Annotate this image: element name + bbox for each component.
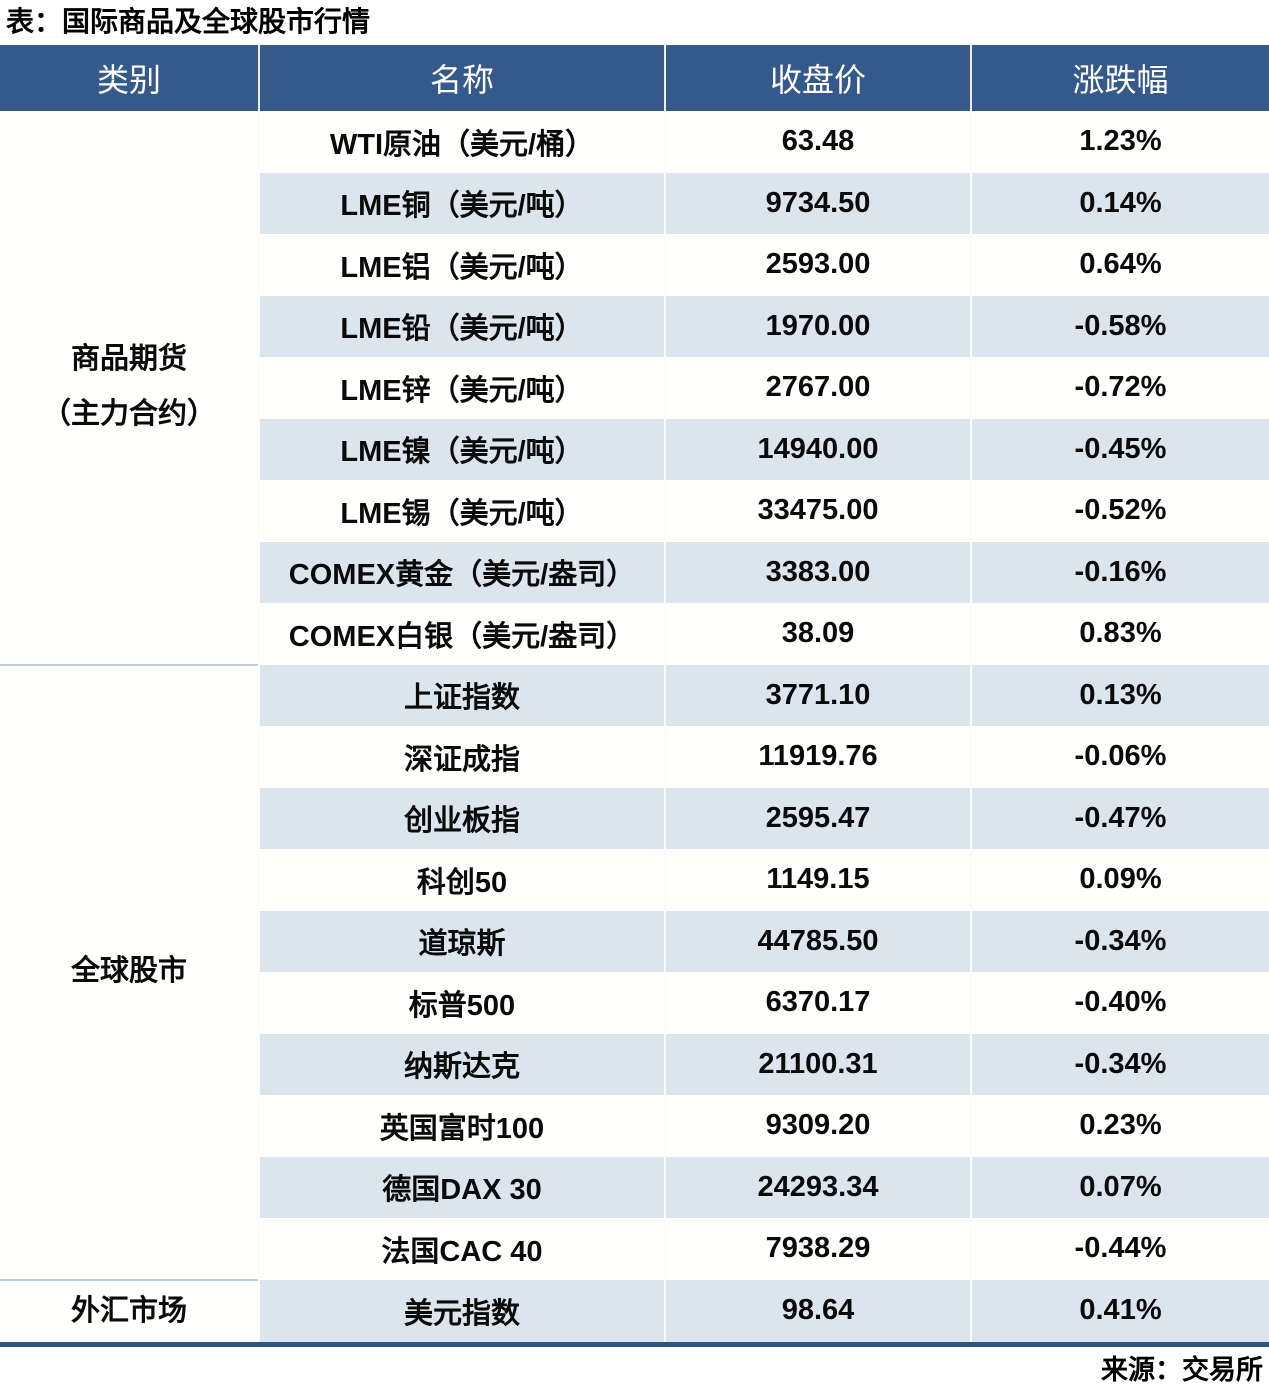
table-row: LME铝（美元/吨） 2593.00 0.64% (0, 234, 1269, 296)
change-pct-cell: 0.14% (970, 172, 1269, 234)
close-price-cell: 21100.31 (664, 1033, 971, 1095)
change-pct-cell: -0.52% (970, 480, 1269, 542)
category-label-line: 全球股市 (70, 955, 187, 988)
name-cell: 德国DAX 30 (258, 1156, 665, 1218)
name-cell: 纳斯达克 (258, 1033, 665, 1095)
category-label-line: 外汇市场 (70, 1294, 187, 1327)
table-row: 英国富时100 9309.20 0.23% (0, 1095, 1269, 1157)
change-pct-cell: -0.34% (970, 910, 1269, 972)
header-close-price: 收盘价 (664, 45, 971, 111)
table-title: 表：国际商品及全球股市行情 (6, 6, 371, 37)
table-row: LME铅（美元/吨） 1970.00 -0.58% (0, 295, 1269, 357)
table-row: 纳斯达克 21100.31 -0.34% (0, 1033, 1269, 1095)
close-price-cell: 98.64 (664, 1279, 971, 1345)
name-cell: 美元指数 (258, 1279, 665, 1345)
close-price-cell: 14940.00 (664, 418, 971, 480)
close-price-cell: 2593.00 (664, 234, 971, 296)
change-pct-cell: -0.47% (970, 787, 1269, 849)
close-price-cell: 9734.50 (664, 172, 971, 234)
table-row: 创业板指 2595.47 -0.47% (0, 787, 1269, 849)
category-label-line: 商品期货 (70, 343, 187, 376)
name-cell: LME镍（美元/吨） (258, 418, 665, 480)
close-price-cell: 2767.00 (664, 357, 971, 419)
close-price-cell: 2595.47 (664, 787, 971, 849)
table-row: 德国DAX 30 24293.34 0.07% (0, 1156, 1269, 1218)
change-pct-cell: 0.09% (970, 849, 1269, 911)
close-price-cell: 3771.10 (664, 664, 971, 726)
name-cell: LME锌（美元/吨） (258, 357, 665, 419)
close-price-cell: 1149.15 (664, 849, 971, 911)
category-cell: 商品期货 （主力合约） (0, 111, 259, 665)
source-note: 来源：交易所 (1101, 1355, 1263, 1385)
name-cell: 道琼斯 (258, 910, 665, 972)
name-cell: LME铅（美元/吨） (258, 295, 665, 357)
table-row: 科创50 1149.15 0.09% (0, 849, 1269, 911)
table-row: 深证成指 11919.76 -0.06% (0, 726, 1269, 788)
change-pct-cell: -0.58% (970, 295, 1269, 357)
name-cell: 创业板指 (258, 787, 665, 849)
close-price-cell: 24293.34 (664, 1156, 971, 1218)
change-pct-cell: -0.72% (970, 357, 1269, 419)
close-price-cell: 7938.29 (664, 1218, 971, 1280)
change-pct-cell: 0.64% (970, 234, 1269, 296)
change-pct-cell: 0.41% (970, 1279, 1269, 1345)
close-price-cell: 44785.50 (664, 910, 971, 972)
category-cell: 全球股市 (0, 663, 259, 1280)
change-pct-cell: 0.23% (970, 1095, 1269, 1157)
name-cell: 科创50 (258, 849, 665, 911)
change-pct-cell: 0.07% (970, 1156, 1269, 1218)
table-row: 商品期货 （主力合约） WTI原油（美元/桶） 63.48 1.23% (0, 111, 1269, 665)
table-row: 外汇市场 美元指数 98.64 0.41% (0, 1278, 1269, 1345)
table-row: LME镍（美元/吨） 14940.00 -0.45% (0, 418, 1269, 480)
name-cell: LME铝（美元/吨） (258, 234, 665, 296)
table-row: LME锌（美元/吨） 2767.00 -0.72% (0, 357, 1269, 419)
close-price-cell: 33475.00 (664, 480, 971, 542)
change-pct-cell: -0.16% (970, 541, 1269, 603)
table-row: COMEX白银（美元/盎司） 38.09 0.83% (0, 603, 1269, 665)
name-cell: WTI原油（美元/桶） (258, 111, 665, 173)
table-row: LME锡（美元/吨） 33475.00 -0.52% (0, 480, 1269, 542)
change-pct-cell: 0.83% (970, 603, 1269, 665)
change-pct-cell: -0.45% (970, 418, 1269, 480)
change-pct-cell: 0.13% (970, 664, 1269, 726)
change-pct-cell: -0.40% (970, 972, 1269, 1034)
header-row: 类别 名称 收盘价 涨跌幅 (0, 45, 1269, 111)
table-row: LME铜（美元/吨） 9734.50 0.14% (0, 172, 1269, 234)
change-pct-cell: -0.44% (970, 1218, 1269, 1280)
close-price-cell: 63.48 (664, 111, 971, 173)
table-row: 法国CAC 40 7938.29 -0.44% (0, 1218, 1269, 1280)
name-cell: 上证指数 (258, 664, 665, 726)
table-row: 全球股市 上证指数 3771.10 0.13% (0, 663, 1269, 1280)
category-label-line: （主力合约） (41, 398, 216, 431)
name-cell: LME铜（美元/吨） (258, 172, 665, 234)
close-price-cell: 6370.17 (664, 972, 971, 1034)
name-cell: LME锡（美元/吨） (258, 480, 665, 542)
table-row: 道琼斯 44785.50 -0.34% (0, 910, 1269, 972)
change-pct-cell: 1.23% (970, 111, 1269, 173)
name-cell: COMEX白银（美元/盎司） (258, 603, 665, 665)
close-price-cell: 9309.20 (664, 1095, 971, 1157)
change-pct-cell: -0.06% (970, 726, 1269, 788)
category-cell: 外汇市场 (0, 1278, 259, 1345)
table-body: 商品期货 （主力合约） WTI原油（美元/桶） 63.48 1.23% LME铜（美元/吨… (0, 111, 1269, 1345)
name-cell: 标普500 (258, 972, 665, 1034)
name-cell: 英国富时100 (258, 1095, 665, 1157)
header-category: 类别 (0, 45, 259, 111)
header-change-pct: 涨跌幅 (970, 45, 1269, 111)
table-row: 标普500 6370.17 -0.40% (0, 972, 1269, 1034)
close-price-cell: 38.09 (664, 603, 971, 665)
close-price-cell: 3383.00 (664, 541, 971, 603)
name-cell: 深证成指 (258, 726, 665, 788)
close-price-cell: 1970.00 (664, 295, 971, 357)
close-price-cell: 11919.76 (664, 726, 971, 788)
market-table: 类别 名称 收盘价 涨跌幅 商品期货 （主力合约） WTI原油（美元/桶） 63.48… (0, 45, 1269, 1347)
header-name: 名称 (258, 45, 665, 111)
name-cell: COMEX黄金（美元/盎司） (258, 541, 665, 603)
change-pct-cell: -0.34% (970, 1033, 1269, 1095)
name-cell: 法国CAC 40 (258, 1218, 665, 1280)
table-row: COMEX黄金（美元/盎司） 3383.00 -0.16% (0, 541, 1269, 603)
